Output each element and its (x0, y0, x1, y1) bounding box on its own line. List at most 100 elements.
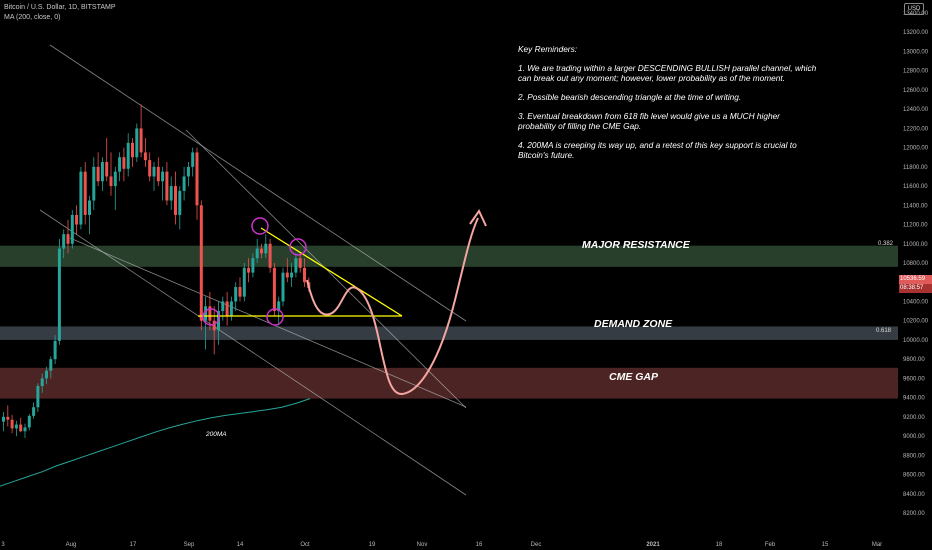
candle (100, 157, 104, 191)
candle (135, 123, 139, 163)
candle-body (14, 424, 18, 429)
major-resistance-zone (0, 245, 898, 267)
candle (255, 238, 259, 263)
price-tick-label: 10400.00 (903, 299, 929, 305)
candle (208, 291, 212, 331)
candle-body (23, 427, 27, 432)
demand-zone (0, 326, 898, 340)
candle-body (36, 386, 40, 408)
candle (212, 306, 216, 355)
price-tick-label: 9600.00 (903, 376, 925, 382)
candle-body (272, 267, 276, 312)
candle (182, 166, 186, 201)
candle-body (152, 166, 156, 177)
time-tick-label: 17 (130, 542, 137, 548)
notes-title: Key Reminders: (518, 44, 578, 54)
candle (70, 210, 74, 249)
candle (23, 423, 27, 438)
candle-body (66, 234, 70, 244)
candle-body (10, 419, 14, 429)
time-tick-label: 2021 (646, 542, 660, 548)
candle-body (131, 142, 134, 158)
candle (169, 176, 173, 211)
candle (285, 258, 289, 283)
chart-legend: Bitcoin / U.S. Dollar, 1D, BITSTAMP MA (… (4, 3, 116, 23)
candle-body (92, 166, 96, 201)
pivot-circle-2 (289, 238, 307, 256)
price-tick-label: 12000.00 (903, 146, 929, 152)
candle (45, 366, 48, 385)
pivot-circle-1 (251, 217, 269, 235)
key-reminders-note: Key Reminders: 1. We are trading within … (518, 44, 818, 170)
candle-body (70, 214, 74, 244)
candle (199, 200, 203, 331)
price-tick-label: 13200.00 (903, 30, 929, 36)
candle (57, 238, 61, 345)
price-tick-label: 8600.00 (903, 473, 925, 479)
candle (96, 152, 100, 187)
candle-body (225, 301, 229, 316)
candle-body (161, 171, 165, 182)
ma-200-label: 200MA (206, 431, 227, 438)
candle (32, 402, 36, 419)
candle-body (27, 415, 31, 428)
price-tick-label: 12200.00 (903, 126, 929, 132)
candle-body (238, 287, 242, 297)
price-tick-label: 12400.00 (903, 107, 929, 113)
candle (225, 291, 229, 326)
time-tick-label: 3 (1, 542, 5, 548)
candle-body (156, 166, 160, 182)
price-tick-label: 9400.00 (903, 396, 925, 402)
candle-body (221, 301, 225, 312)
candle (242, 263, 246, 302)
candle (122, 147, 126, 182)
currency-button[interactable]: USD (904, 3, 924, 15)
candle (294, 253, 298, 278)
candle (27, 413, 31, 431)
candle-body (165, 171, 169, 201)
symbol-title: Bitcoin / U.S. Dollar, 1D, BITSTAMP (4, 4, 116, 11)
candle-body (255, 248, 259, 259)
candle-body (229, 301, 233, 316)
zones-layer (0, 245, 898, 399)
last-price-tag: 10536.59 (899, 275, 932, 284)
price-tick-label: 9200.00 (903, 415, 925, 421)
candle (229, 296, 233, 321)
candle-body (264, 243, 268, 254)
annotations-layer (198, 208, 487, 395)
candle (148, 152, 152, 182)
candle-body (290, 272, 294, 278)
candle-body (208, 306, 212, 321)
price-tick-label: 8200.00 (903, 511, 925, 517)
candle (264, 234, 268, 259)
candle-body (212, 320, 216, 331)
channel-line-1 (49, 44, 467, 322)
major-resistance-label: MAJOR RESISTANCE (582, 239, 690, 251)
note-item-4: 4. 200MA is creeping its way up, and a r… (518, 139, 797, 160)
candle-body (79, 171, 83, 225)
time-tick-label: 18 (716, 542, 723, 548)
candle (105, 138, 109, 182)
candle-body (49, 359, 53, 371)
candle (234, 282, 238, 312)
candle (6, 405, 10, 427)
demand-zone-label: DEMAND ZONE (594, 318, 673, 330)
candle (88, 195, 91, 235)
channel-line-2 (69, 237, 467, 408)
candle-body (285, 272, 289, 278)
fib-0382-label: 0.382 (878, 241, 894, 247)
price-tick-label: 10000.00 (903, 338, 929, 344)
candle (238, 277, 242, 302)
projection-arrow-icon (469, 208, 487, 227)
candle-body (75, 214, 79, 225)
candle (303, 258, 306, 288)
candle (174, 171, 177, 225)
candle-body (118, 157, 122, 172)
candle (14, 420, 18, 437)
candle-body (96, 166, 100, 182)
candle-body (45, 370, 48, 379)
price-tick-label: 12800.00 (903, 69, 929, 75)
candle (152, 162, 156, 191)
price-tick-label: 13000.00 (903, 49, 929, 55)
candle-body (6, 416, 10, 420)
